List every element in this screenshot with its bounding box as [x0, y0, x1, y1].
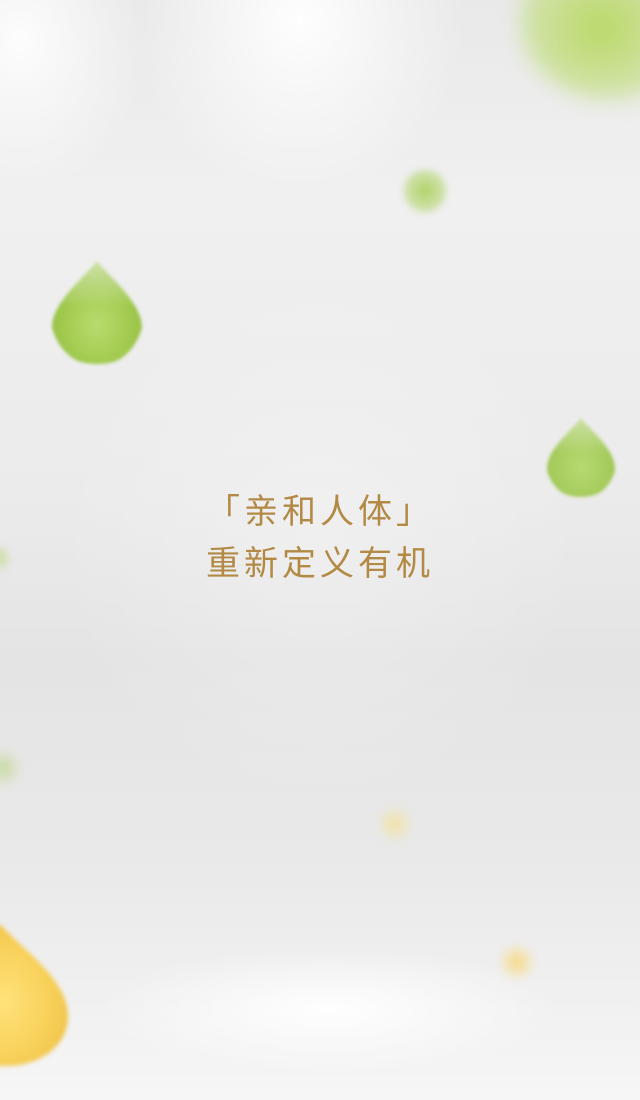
green-drop-icon	[547, 418, 615, 497]
green-drop-icon	[52, 261, 142, 364]
yellow-dot	[376, 805, 414, 843]
headline-line-1: 「亲和人体」	[206, 492, 434, 532]
headline-line-2: 重新定义有机	[206, 544, 434, 584]
green-dot-small	[402, 168, 448, 214]
yellow-drop-icon	[0, 924, 68, 1066]
headline: 「亲和人体」 重新定义有机	[0, 486, 640, 590]
green-dot-edge	[0, 745, 20, 791]
yellow-dot	[498, 942, 536, 982]
green-dot-edge	[0, 540, 10, 576]
